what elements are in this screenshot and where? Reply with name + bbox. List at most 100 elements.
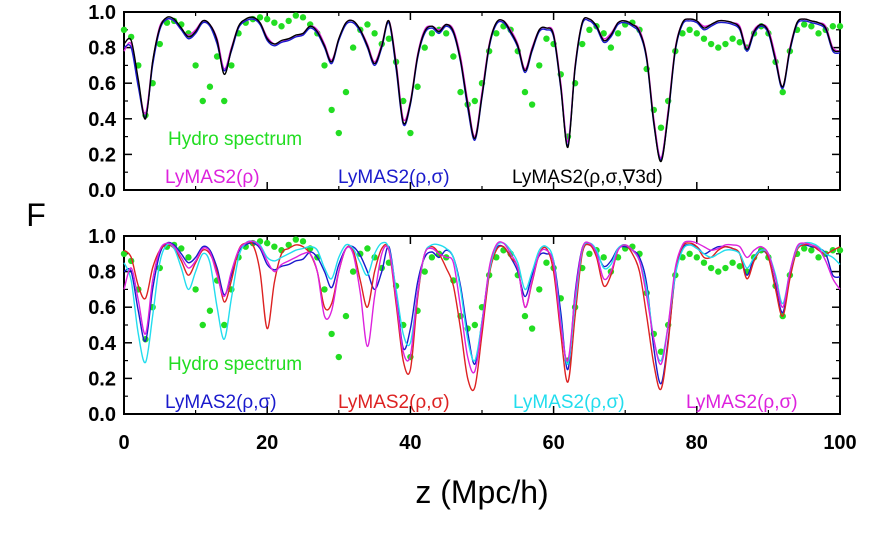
x-tick-label: 40 [399, 432, 421, 454]
top-axis-ticks [123, 11, 841, 191]
legend-entry: Hydro spectrum [168, 129, 302, 150]
hydro-point [614, 30, 622, 37]
hydro-point [586, 26, 593, 33]
hydro-point [120, 250, 128, 257]
hydro-point [328, 330, 335, 338]
hydro-point [120, 26, 128, 33]
hydro-point [836, 23, 844, 30]
hydro-point [199, 97, 206, 105]
panel-bottom: 0.0 0.2 0.4 0.6 0.8 1.0 0 20 40 60 80 100 Hydro sp… [88, 226, 857, 454]
hydro-point [385, 35, 393, 42]
hydro-point [421, 268, 428, 275]
hydro-point [342, 88, 350, 96]
legend-entry: LyMAS2(ρ,σ) [686, 392, 798, 413]
hydro-point [808, 23, 815, 30]
hydro-point [736, 263, 743, 270]
y-tick-label: 0.0 [88, 404, 116, 426]
hydro-point [349, 44, 357, 51]
legend-entry: LyMAS2(ρ,σ) [165, 392, 277, 413]
hydro-point [264, 15, 271, 23]
hydro-point [471, 97, 479, 105]
top-y-tick-labels: 0.0 0.2 0.4 0.6 0.8 1.0 [88, 2, 117, 202]
hydro-point [364, 245, 371, 252]
legend-entry: LyMAS2(ρ,σ,∇3d) [512, 167, 663, 188]
hydro-point [292, 236, 300, 243]
hydro-point [271, 243, 278, 250]
hydro-point [657, 348, 665, 355]
hydro-point [493, 254, 500, 261]
x-tick-label: 100 [823, 432, 856, 454]
hydro-point [285, 241, 292, 249]
top-legend: Hydro spectrum LyMAS2(ρ) LyMAS2(ρ,σ) LyMAS2… [165, 129, 663, 188]
y-tick-label: 0.6 [88, 297, 116, 319]
hydro-point [299, 14, 307, 21]
hydro-point [192, 286, 199, 293]
series-hydro-dots [120, 236, 844, 364]
x-tick-label: 60 [542, 432, 564, 454]
hydro-point [686, 26, 693, 33]
x-tick-label: 80 [686, 432, 708, 454]
hydro-point [536, 62, 543, 69]
hydro-point [722, 40, 729, 48]
hydro-point [185, 254, 192, 261]
hydro-point [600, 30, 607, 37]
hydro-point [335, 353, 342, 361]
y-tick-label: 0.2 [88, 144, 116, 166]
hydro-point [371, 30, 378, 37]
hydro-point [700, 259, 708, 266]
hydro-point [213, 53, 221, 60]
hydro-point [543, 259, 550, 266]
hydro-point [292, 12, 300, 19]
hydro-point [536, 286, 543, 293]
hydro-point [285, 17, 292, 25]
hydro-point [729, 35, 736, 42]
legend-entry: Hydro spectrum [168, 354, 302, 375]
hydro-point [471, 321, 479, 329]
bottom-legend: Hydro spectrum LyMAS2(ρ,σ) LyMAS2(ρ,σ) LyMA… [165, 354, 798, 413]
top-series-group [120, 12, 844, 163]
hydro-point [278, 23, 285, 30]
legend-entry: LyMAS2(ρ) [165, 167, 260, 188]
hydro-point [493, 30, 500, 37]
series-hydro-dots [120, 12, 844, 140]
y-tick-label: 0.6 [88, 73, 116, 95]
y-axis-title: F [26, 197, 46, 233]
series-line [123, 240, 841, 374]
y-tick-label: 0.8 [88, 38, 116, 60]
hydro-point [228, 62, 235, 69]
y-tick-label: 0.0 [88, 180, 116, 202]
hydro-point [443, 30, 450, 37]
hydro-point [715, 268, 722, 275]
hydro-point [299, 238, 307, 245]
hydro-point [801, 245, 808, 252]
hydro-point [657, 124, 665, 131]
hydro-point [364, 21, 371, 28]
hydro-point [600, 254, 607, 261]
hydro-point [156, 40, 163, 48]
hydro-point [736, 39, 743, 46]
hydro-point [256, 14, 264, 21]
bottom-x-tick-labels: 0 20 40 60 80 100 [118, 432, 856, 454]
hydro-point [815, 30, 822, 37]
hydro-point [808, 247, 815, 254]
bottom-series-group [120, 236, 844, 392]
hydro-point [457, 88, 464, 96]
hydro-point [450, 53, 457, 60]
x-tick-label: 20 [256, 432, 278, 454]
hydro-point [407, 129, 414, 137]
hydro-point [221, 97, 228, 105]
hydro-point [428, 30, 436, 37]
hydro-point [528, 101, 536, 108]
hydro-point [729, 259, 736, 266]
hydro-point [686, 250, 693, 257]
hydro-point [815, 254, 822, 261]
hydro-point [199, 321, 206, 329]
x-axis-title: z (Mpc/h) [415, 474, 548, 510]
y-tick-label: 0.8 [88, 262, 116, 284]
hydro-point [693, 30, 700, 37]
hydro-point [342, 312, 350, 320]
hydro-point [801, 21, 808, 28]
panel-top: 0.0 0.2 0.4 0.6 0.8 1.0 Hydro spectrum LyMAS2(… [88, 2, 844, 202]
hydro-point [521, 88, 529, 96]
